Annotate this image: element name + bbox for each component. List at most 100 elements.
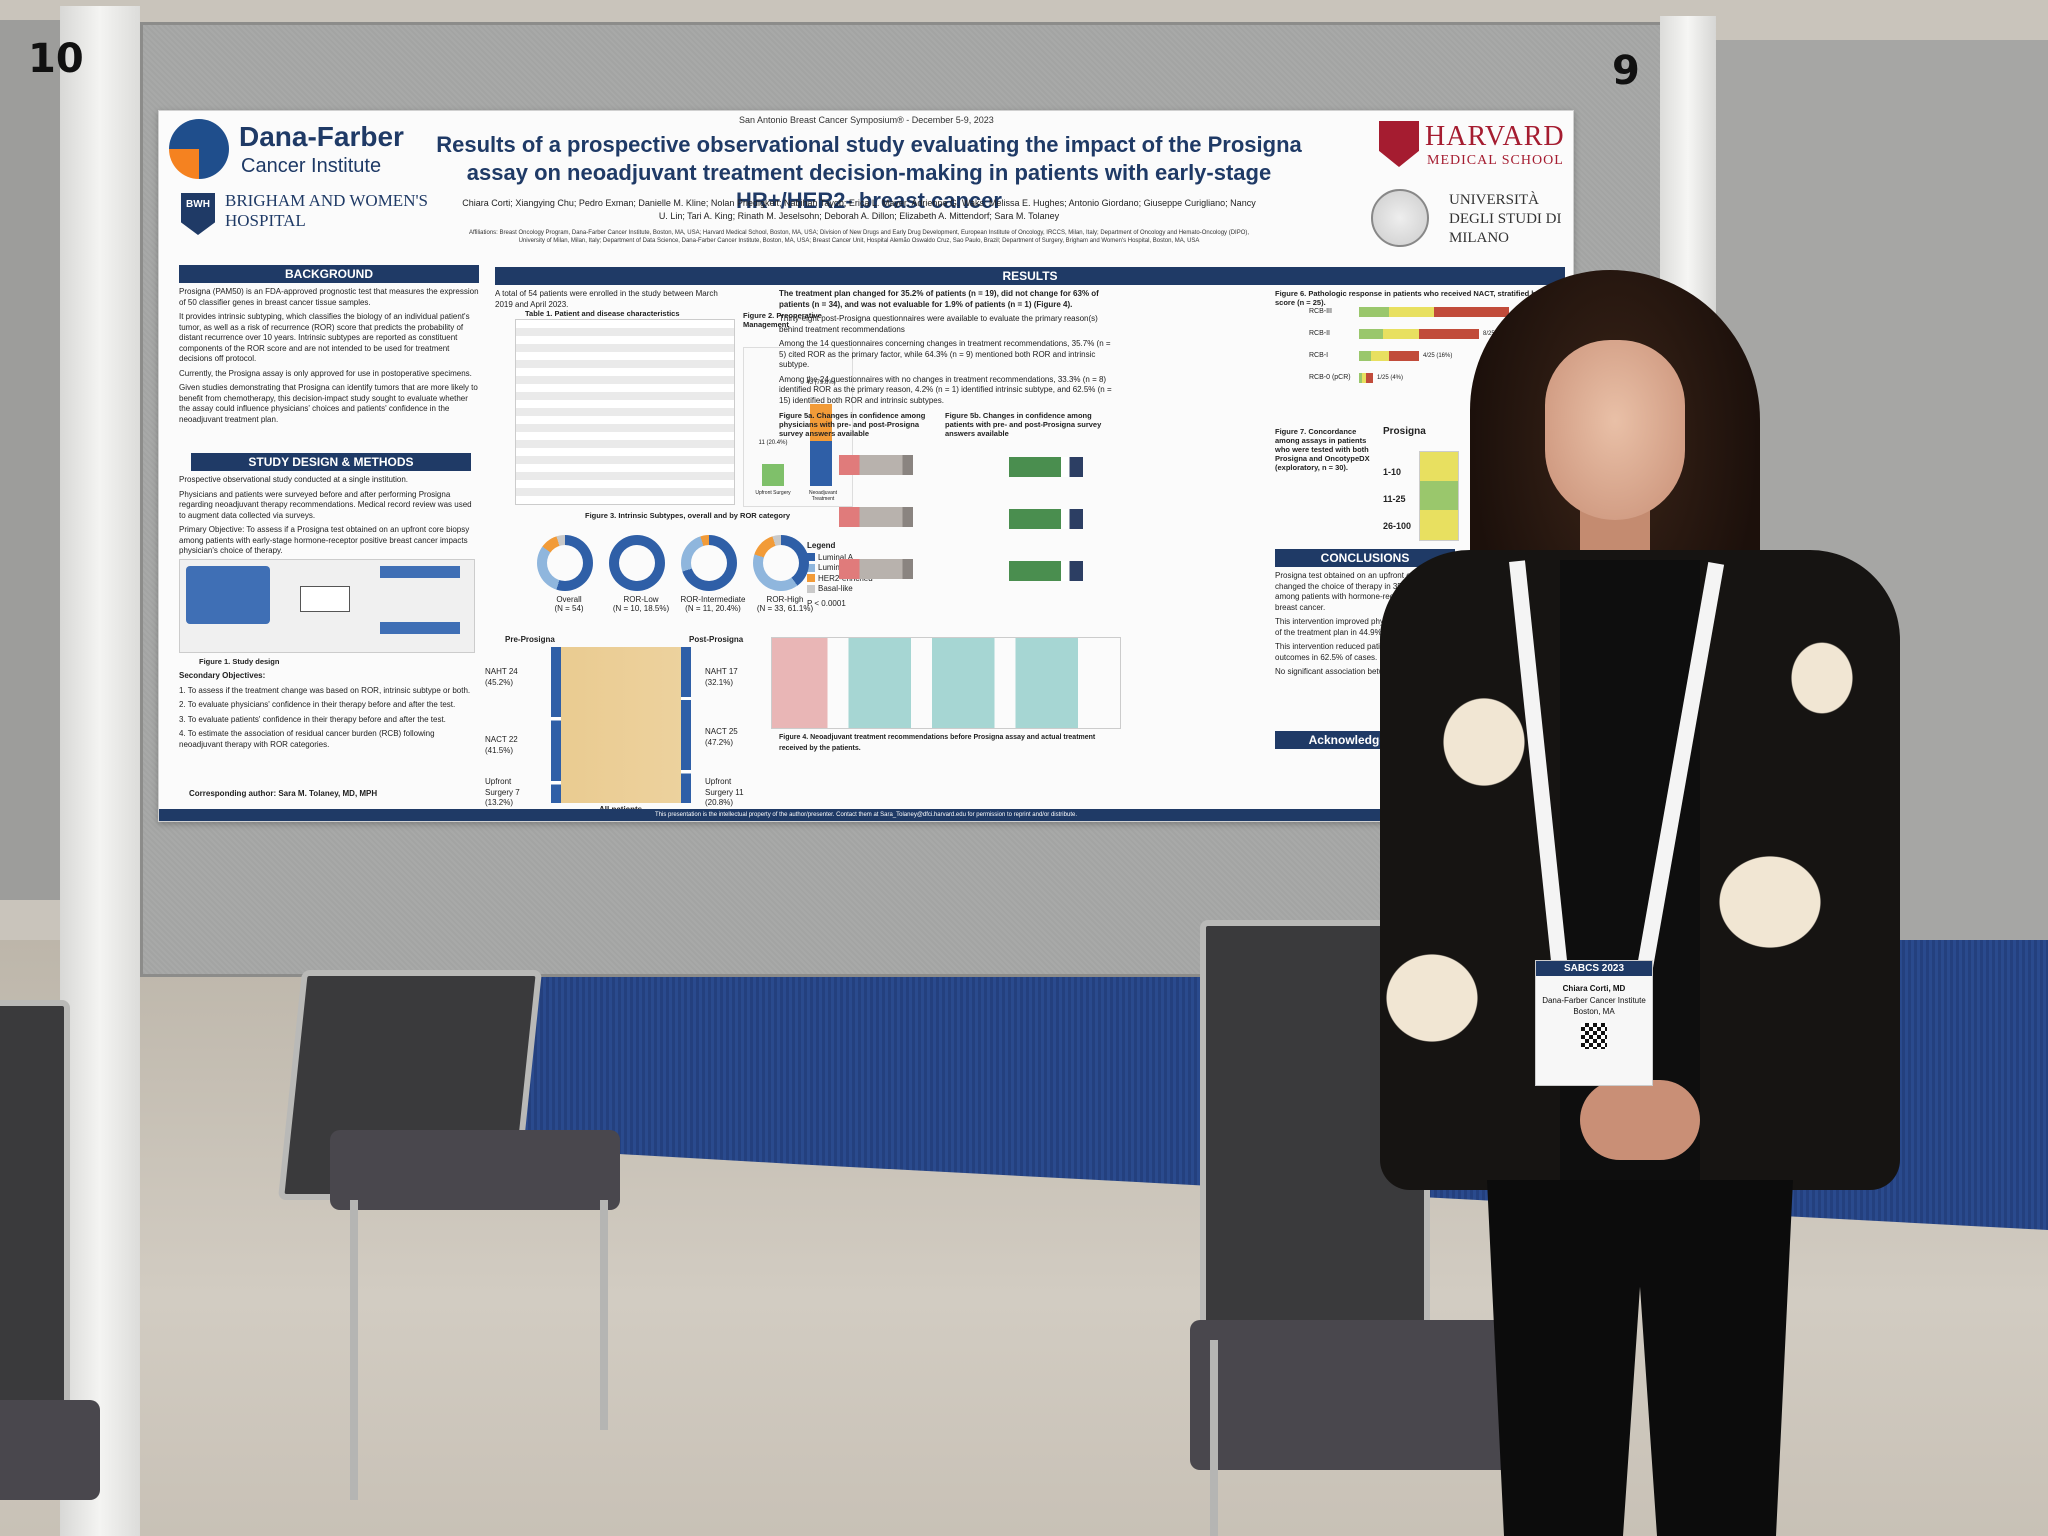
- dana-farber-sub: Cancer Institute: [241, 155, 382, 177]
- board-number-left: 10: [28, 36, 84, 82]
- subtype-donut: [537, 535, 593, 591]
- fig7-heatmap: [1419, 451, 1459, 541]
- result-point: The treatment plan changed for 35.2% of …: [779, 289, 1099, 309]
- secondary-item: Secondary Objectives:: [179, 671, 266, 680]
- subtype-donut: [609, 535, 665, 591]
- conclusions-header: CONCLUSIONS: [1275, 549, 1455, 567]
- harvard-sub: MEDICAL SCHOOL: [1427, 153, 1564, 168]
- secondary-item: 2. To evaluate physicians' confidence in…: [179, 700, 456, 709]
- fig7-header: Prosigna: [1383, 426, 1426, 437]
- fig7-row-label: 1-10: [1383, 467, 1402, 477]
- milano-name: UNIVERSITÀ DEGLI STUDI DI MILANO: [1449, 192, 1562, 246]
- study-design-figure: [179, 559, 475, 653]
- fig1-title: Figure 1. Study design: [199, 657, 280, 666]
- left-board-post: [60, 6, 140, 1536]
- presenter: SABCS 2023 Chiara Corti, MD Dana-Farber …: [1380, 260, 1900, 1536]
- legend-item: Basal-like: [807, 584, 887, 595]
- fig2-bar-neoadjuvant: [810, 404, 832, 486]
- fig7-title: Figure 7. Concordance among assays in pa…: [1275, 427, 1370, 472]
- milano-seal-icon: [1371, 189, 1429, 247]
- design-point: Physicians and patients were surveyed be…: [179, 489, 472, 520]
- design-point: Primary Objective: To assess if a Prosig…: [179, 525, 470, 555]
- background-point: Prosigna (PAM50) is an FDA-approved prog…: [179, 287, 479, 307]
- design-point: Prospective observational study conducte…: [179, 475, 409, 484]
- bwh-name: BRIGHAM AND WOMEN'S HOSPITAL: [225, 191, 428, 230]
- fig7-row-label: 26-100: [1383, 521, 1412, 531]
- fig5a-title: Figure 5a. Changes in confidence among p…: [779, 411, 926, 438]
- poster-affiliations: Affiliations: Breast Oncology Program, D…: [468, 230, 1250, 244]
- fig2-category-neoadjuvant: Neoadjuvant Treatment: [808, 490, 838, 502]
- harvard-name: HARVARD: [1425, 121, 1565, 152]
- fig6-title: Figure 6. Pathologic response in patient…: [1275, 289, 1559, 307]
- fig2-title: Figure 2. Preoperative Management: [743, 311, 822, 329]
- rcb-bar: [1359, 329, 1479, 339]
- fig5b-title: Figure 5b. Changes in confidence among p…: [945, 411, 1102, 438]
- fig7-rows: 1-10 11-25 26-100: [1383, 459, 1413, 540]
- rcb-label: RCB-I: [1309, 352, 1329, 359]
- sankey-right-1: NAHT 17 (32.1%): [705, 667, 738, 687]
- confidence-bar: [839, 507, 913, 527]
- sankey-post-label: Post-Prosigna: [689, 635, 744, 644]
- table1-title: Table 1. Patient and disease characteris…: [525, 309, 680, 318]
- conclusion-point: This intervention reduced patients' anxi…: [1275, 642, 1447, 662]
- results-header: RESULTS: [495, 267, 1565, 285]
- badge-qr-icon: [1581, 1023, 1607, 1049]
- secondary-item: 1. To assess if the treatment change was…: [179, 685, 471, 695]
- badge-org: Dana-Farber Cancer Institute: [1542, 996, 1646, 1005]
- results-intro: A total of 54 patients were enrolled in …: [495, 289, 718, 309]
- subtype-donut: [753, 535, 809, 591]
- poster-authors: Chiara Corti; Xiangying Chu; Pedro Exman…: [462, 198, 1256, 221]
- background-point: It provides intrinsic subtyping, which c…: [179, 312, 470, 363]
- confidence-bar: [839, 559, 913, 579]
- conclusions-text: Prosigna test obtained on an upfront cor…: [1275, 571, 1455, 682]
- sankey-left-2: NACT 22 (41.5%): [485, 735, 518, 755]
- rcb-value: 4/25 (16%): [1423, 353, 1453, 359]
- fig2-category-upfront: Upfront Surgery: [755, 490, 791, 496]
- presenter-pants: [1487, 1180, 1793, 1536]
- poster-footer: This presentation is the intellectual pr…: [159, 809, 1573, 821]
- presenter-hands: [1580, 1080, 1700, 1160]
- secondary-item: 4. To estimate the association of residu…: [179, 729, 435, 749]
- board-number: 9: [1612, 48, 1640, 94]
- confidence-bar: [839, 455, 913, 475]
- design-header: STUDY DESIGN & METHODS: [191, 453, 471, 471]
- harvard-shield-icon: [1379, 121, 1419, 167]
- rcb-bar: [1359, 307, 1509, 317]
- secondary-item: 3. To evaluate patients' confidence in t…: [179, 714, 446, 724]
- confidence-bar: [1009, 457, 1083, 477]
- rcb-bar: [1359, 373, 1373, 383]
- presenter-face: [1545, 340, 1685, 520]
- result-point: Among the 14 questionnaires concerning c…: [779, 339, 1111, 369]
- table1: [515, 319, 735, 505]
- legend-item: Luminal B: [807, 563, 887, 574]
- symposium-label: San Antonio Breast Cancer Symposium® - D…: [739, 115, 994, 125]
- background-point: Currently, the Prosigna assay is only ap…: [179, 368, 472, 378]
- fig4-sankeys: [771, 637, 1121, 729]
- research-poster: Dana-Farber Cancer Institute BWH BRIGHAM…: [158, 110, 1574, 822]
- badge-logo: SABCS 2023: [1536, 961, 1652, 976]
- pvalue: P < 0.0001: [807, 598, 846, 608]
- conclusion-point: No significant association between: [1275, 667, 1398, 676]
- conclusion-point: Prosigna test obtained on an upfront cor…: [1275, 571, 1450, 612]
- sankey-diagram: [515, 647, 755, 803]
- legend-title: Legend: [807, 541, 836, 550]
- confidence-bar: [1009, 561, 1083, 581]
- fig7-row-label: 11-25: [1383, 494, 1406, 504]
- sankey-right-2: NACT 25 (47.2%): [705, 727, 738, 747]
- design-text: Prospective observational study conducte…: [179, 475, 479, 561]
- sankey-left-3: Upfront Surgery 7 (13.2%): [485, 777, 520, 807]
- sankey-left-1: NAHT 24 (45.2%): [485, 667, 518, 687]
- fig2-bar-upfront: [762, 464, 784, 486]
- donut-label: ROR-Low (N = 10, 18.5%): [612, 595, 670, 613]
- rcb-bar: [1359, 351, 1419, 361]
- rcb-value: 1/25 (4%): [1377, 375, 1404, 381]
- results-text: The treatment plan changed for 35.2% of …: [779, 289, 1119, 410]
- fig2-chart: 11 (20.4%) 43 (79.6%) Upfront Surgery Ne…: [743, 347, 853, 507]
- dana-farber-name: Dana-Farber: [239, 121, 404, 152]
- background-text: Prosigna (PAM50) is an FDA-approved prog…: [179, 287, 479, 429]
- donut-label: ROR-High (N = 33, 61.1%): [756, 595, 814, 613]
- fig3-title: Figure 3. Intrinsic Subtypes, overall an…: [585, 511, 791, 520]
- sankey-right-3: Upfront Surgery 11 (20.8%): [705, 777, 744, 807]
- background-header: BACKGROUND: [179, 265, 479, 283]
